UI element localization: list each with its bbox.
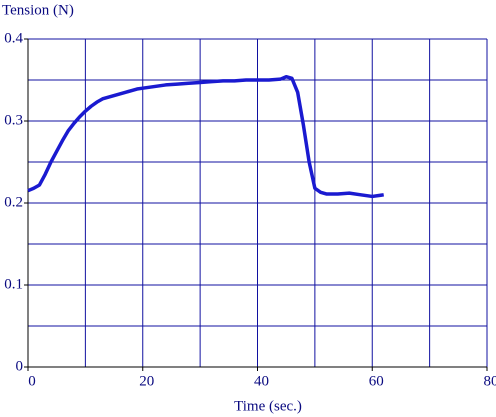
x-tick-label: 60 — [369, 373, 384, 389]
x-tick-label: 80 — [484, 373, 496, 389]
y-tick-label: 0.4 — [4, 30, 23, 46]
x-tick-label: 20 — [139, 373, 154, 389]
chart-title: Tension (N) — [2, 2, 74, 18]
x-tick-label: 40 — [254, 373, 269, 389]
y-tick-label: 0.1 — [4, 276, 23, 292]
x-axis-label: Time (sec.) — [234, 398, 302, 414]
x-tick-label: 0 — [28, 373, 36, 389]
y-tick-label: 0.2 — [4, 194, 23, 210]
y-tick-label: 0.3 — [4, 112, 23, 128]
y-tick-label: 0 — [16, 358, 24, 374]
data-line — [27, 74, 384, 199]
